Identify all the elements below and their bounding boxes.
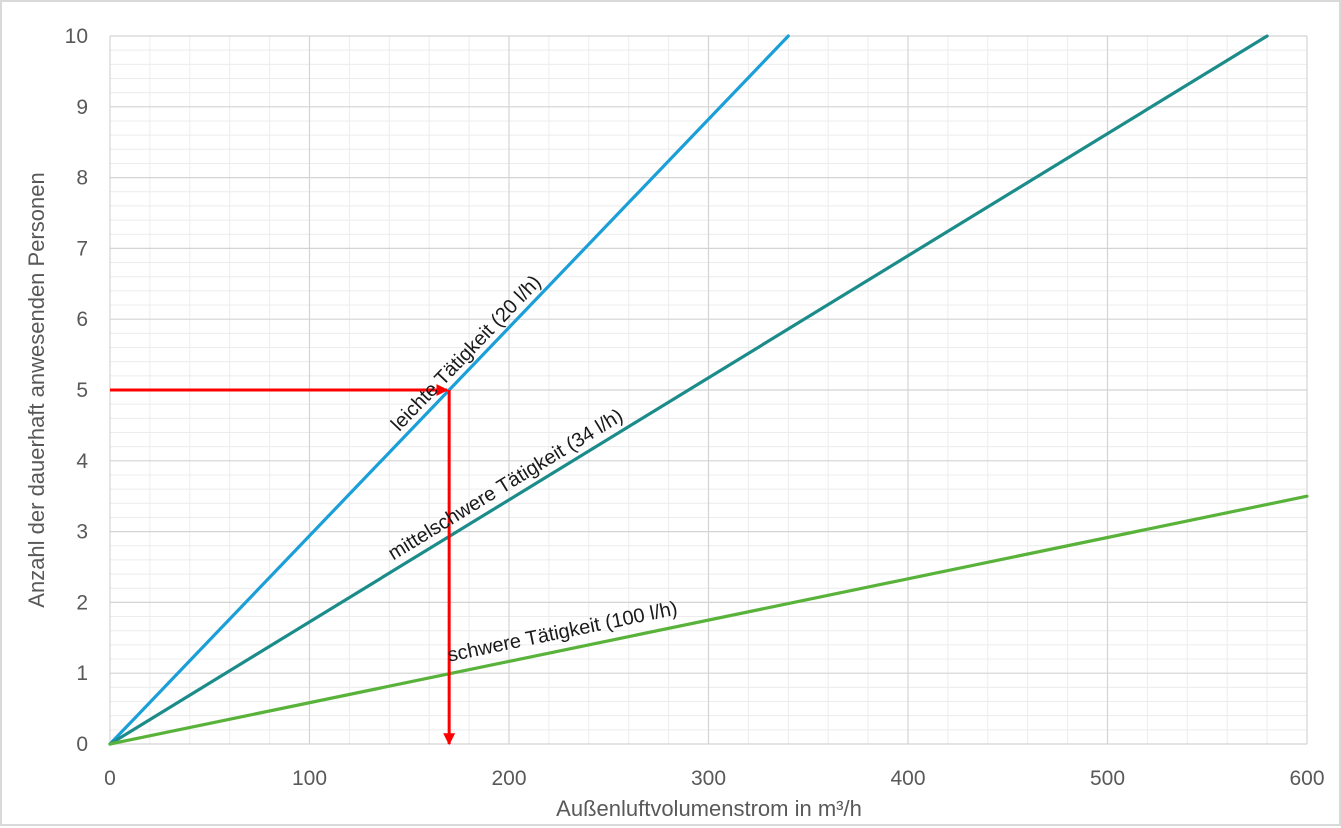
major-gridlines [109, 35, 1308, 745]
x-axis-title: Außenluftvolumenstrom in m³/h [556, 796, 862, 821]
y-tick-label: 0 [76, 733, 88, 756]
y-tick-label: 5 [76, 379, 88, 402]
y-tick-label: 9 [76, 96, 88, 119]
series-line-mittelschwer [108, 34, 1269, 746]
x-tick-label: 100 [292, 767, 327, 790]
y-tick-label: 1 [76, 662, 88, 685]
reading-arrows [110, 384, 456, 746]
line-label-leicht: leichte Tätigkeit (20 l/h) [387, 271, 546, 435]
series-line-schwer [108, 494, 1309, 746]
y-tick-label: 7 [76, 237, 88, 260]
y-tick-labels: 0 1 2 3 4 5 6 7 8 9 10 [65, 25, 89, 756]
x-tick-label: 300 [691, 767, 726, 790]
y-tick-label: 8 [76, 167, 88, 190]
x-tick-label: 0 [104, 767, 116, 790]
x-tick-label: 200 [491, 767, 526, 790]
x-tick-label: 400 [890, 767, 925, 790]
x-tick-label: 500 [1090, 767, 1125, 790]
y-axis-title: Anzahl der dauerhaft anwesenden Personen [24, 172, 49, 607]
y-tick-label: 4 [76, 450, 88, 473]
line-label-mittelschwer: mittelschwere Tätigkeit (34 l/h) [384, 405, 627, 565]
x-tick-labels: 0 100 200 300 400 500 600 [104, 767, 1324, 790]
series-labels: leichte Tätigkeit (20 l/h)mittelschwere … [384, 271, 679, 666]
y-tick-label: 2 [76, 591, 88, 614]
y-tick-label: 10 [65, 25, 88, 48]
y-tick-label: 6 [76, 308, 88, 331]
y-tick-label: 3 [76, 521, 88, 544]
x-tick-label: 600 [1289, 767, 1324, 790]
